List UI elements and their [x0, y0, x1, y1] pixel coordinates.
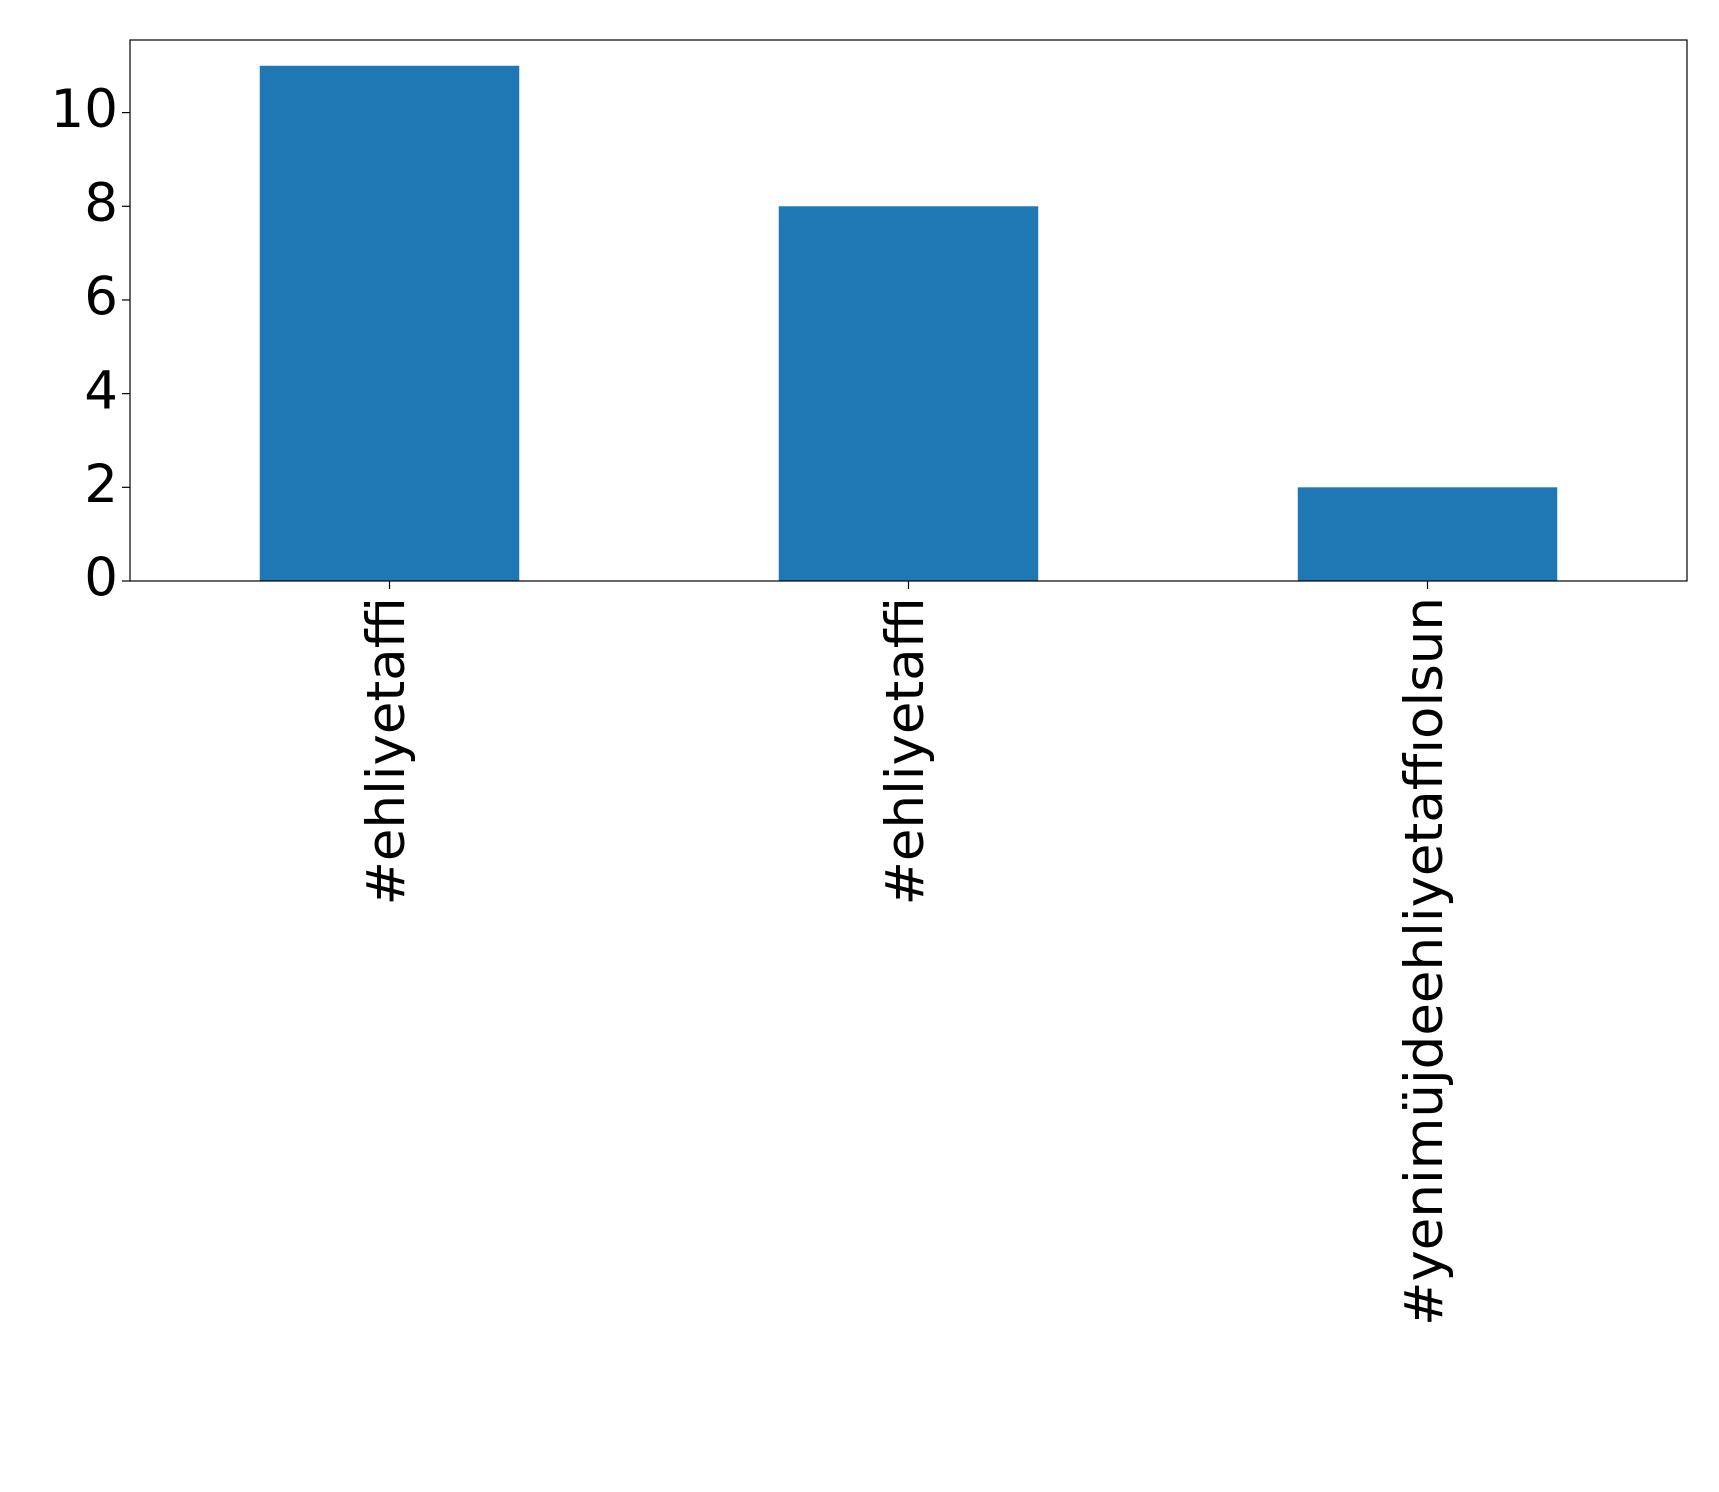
y-tick-label: 8: [84, 173, 118, 234]
x-tick-label: #ehliyetaffi: [875, 597, 936, 906]
y-tick-label: 6: [84, 267, 118, 328]
bar: [778, 206, 1039, 582]
bar: [1297, 487, 1558, 581]
plot-frame: [129, 39, 1688, 582]
y-tick-label: 2: [84, 454, 118, 515]
y-tick-label: 10: [51, 79, 118, 140]
x-tick-label: #ehliyetaffi: [356, 597, 417, 906]
bar: [259, 65, 520, 581]
y-tick-label: 0: [84, 548, 118, 609]
x-tick-label: #yenimüjdeehliyetaffıolsun: [1394, 597, 1455, 1326]
y-tick-label: 4: [84, 360, 118, 421]
